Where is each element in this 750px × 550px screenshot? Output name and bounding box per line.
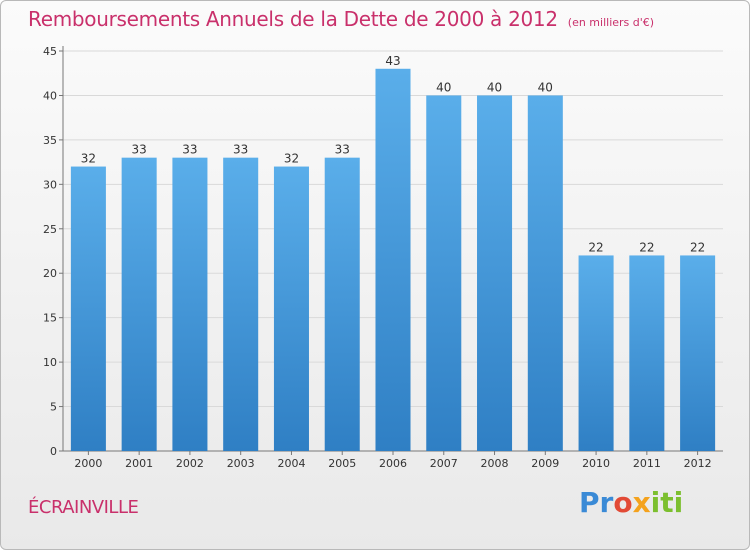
- x-tick-label-2006: 2006: [379, 457, 407, 470]
- value-label-2001: 33: [132, 143, 147, 157]
- value-label-2005: 33: [335, 143, 350, 157]
- bar-2009: [527, 95, 563, 451]
- bar-2003: [223, 157, 259, 451]
- bar-2001: [121, 157, 157, 451]
- value-label-2002: 33: [182, 143, 197, 157]
- bar-2004: [273, 166, 309, 452]
- y-tick-label-15: 15: [43, 312, 57, 325]
- bar-2007: [426, 95, 462, 451]
- y-tick-label-35: 35: [43, 134, 57, 147]
- value-label-2000: 32: [81, 152, 96, 166]
- x-tick-label-2008: 2008: [481, 457, 509, 470]
- x-tick-label-2009: 2009: [531, 457, 559, 470]
- bar-2010: [578, 255, 614, 451]
- value-label-2008: 40: [487, 80, 502, 94]
- value-label-2003: 33: [233, 143, 248, 157]
- y-tick-label-25: 25: [43, 223, 57, 236]
- bar-2005: [324, 157, 360, 451]
- labels: 0 5 10 15 20 25 30 35 40 45 32 2000 33 2001 33 2002 33 20…: [43, 45, 712, 470]
- city-name: ÉCRAINVILLE: [28, 497, 139, 518]
- value-label-2007: 40: [436, 80, 451, 94]
- x-tick-label-2011: 2011: [633, 457, 661, 470]
- y-tick-label-0: 0: [50, 445, 57, 458]
- logo-part-3: x: [632, 486, 651, 519]
- bar-2008: [477, 95, 513, 451]
- value-label-2010: 22: [588, 240, 603, 254]
- value-label-2006: 43: [385, 54, 400, 68]
- value-label-2012: 22: [690, 240, 705, 254]
- chart-title: Remboursements Annuels de la Dette de 20…: [28, 7, 654, 31]
- x-tick-label-2003: 2003: [227, 457, 255, 470]
- x-tick-label-2001: 2001: [125, 457, 153, 470]
- unit-note: (en milliers d'€): [567, 16, 655, 29]
- bar-2006: [375, 68, 411, 452]
- x-tick-label-2010: 2010: [582, 457, 610, 470]
- bar-2002: [172, 157, 208, 451]
- logo-part-1: Pr: [579, 486, 614, 519]
- y-tick-label-20: 20: [43, 267, 57, 280]
- y-tick-label-40: 40: [43, 89, 57, 102]
- bar-2000: [70, 166, 106, 452]
- value-label-2011: 22: [639, 240, 654, 254]
- y-tick-label-10: 10: [43, 356, 57, 369]
- x-tick-label-2012: 2012: [684, 457, 712, 470]
- bar-2012: [680, 255, 716, 451]
- value-label-2009: 40: [538, 80, 553, 94]
- y-tick-label-30: 30: [43, 178, 57, 191]
- chart-title-text: Remboursements Annuels de la Dette de 20…: [28, 7, 558, 31]
- value-label-2004: 32: [284, 152, 299, 166]
- logo-part-4: iti: [650, 486, 684, 519]
- x-tick-label-2007: 2007: [430, 457, 458, 470]
- logo-part-2: o: [613, 486, 633, 519]
- bar-2011: [629, 255, 665, 451]
- y-tick-label-45: 45: [43, 45, 57, 58]
- proxiti-logo: Proxiti: [579, 486, 683, 519]
- bars: [70, 68, 716, 452]
- y-tick-label-5: 5: [50, 401, 57, 414]
- x-tick-label-2004: 2004: [277, 457, 305, 470]
- x-tick-label-2005: 2005: [328, 457, 356, 470]
- x-tick-label-2002: 2002: [176, 457, 204, 470]
- x-tick-label-2000: 2000: [74, 457, 102, 470]
